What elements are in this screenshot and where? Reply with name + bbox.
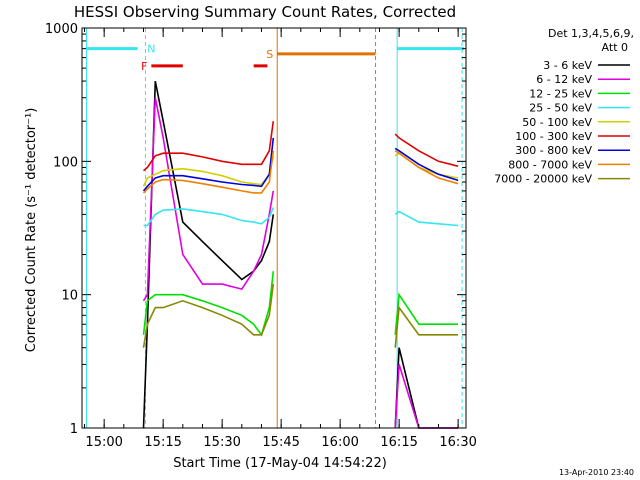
- x-tick-label: 15:15: [144, 435, 181, 450]
- x-axis: 15:00 15:15 15:30 15:45 16:00 16:15 16:30: [83, 28, 477, 450]
- series-line-b: [394, 347, 459, 429]
- series-line-b: [394, 150, 459, 185]
- series-line: [142, 271, 275, 337]
- series-line-b: [394, 133, 459, 167]
- y-tick-label: 10: [61, 289, 78, 304]
- x-axis-label: Start Time (17-May-04 14:54:22): [173, 456, 387, 471]
- legend-entry-label: 7000 - 20000 keV: [494, 173, 592, 186]
- legend-detector-line2: Att 0: [602, 41, 628, 54]
- series-line: [142, 150, 275, 194]
- x-tick-label: 15:00: [85, 435, 122, 450]
- legend-entry-label: 25 - 50 keV: [529, 102, 592, 115]
- timestamp: 13-Apr-2010 23:40: [559, 468, 634, 477]
- plot-area: NF S: [85, 28, 465, 429]
- x-tick-label: 15:30: [203, 435, 240, 450]
- y-axis: 1 10 100 1000: [45, 22, 466, 437]
- series-line: [142, 155, 275, 187]
- x-tick-label: 16:15: [380, 435, 417, 450]
- legend-entry-label: 300 - 800 keV: [515, 144, 592, 157]
- y-axis-label: Corrected Count Rate (s⁻¹ detector⁻¹): [24, 108, 39, 353]
- y-tick-label: 100: [53, 155, 78, 170]
- x-tick-label: 16:30: [439, 435, 476, 450]
- flag-label-n: N: [147, 43, 155, 56]
- y-tick-label: 1000: [45, 22, 78, 37]
- x-tick-label: 16:00: [321, 435, 358, 450]
- y-tick-label: 1: [70, 422, 78, 437]
- legend-entry-label: 12 - 25 keV: [529, 87, 592, 100]
- legend-detector-line1: Det 1,3,4,5,6,9,: [548, 27, 634, 40]
- legend-entry-label: 6 - 12 keV: [536, 73, 592, 86]
- series-line-b: [394, 364, 459, 429]
- series-line-b: [394, 305, 459, 348]
- series-line: [142, 97, 275, 302]
- flag-label-s: S: [266, 48, 273, 61]
- legend-entry-label: 50 - 100 keV: [522, 116, 592, 129]
- series-line: [142, 137, 275, 192]
- chart-title: HESSI Observing Summary Count Rates, Cor…: [74, 3, 456, 21]
- legend-entry-label: 800 - 7000 keV: [508, 158, 592, 171]
- legend-entry-label: 100 - 300 keV: [515, 130, 592, 143]
- flag-label-f: F: [141, 60, 147, 73]
- series-line: [142, 283, 275, 348]
- series-line: [143, 207, 275, 227]
- series-line-b: [394, 147, 459, 182]
- series-line-b: [394, 292, 459, 335]
- plot-frame: [81, 27, 467, 429]
- series-line-b: [394, 210, 459, 227]
- series-line: [142, 121, 275, 172]
- x-tick-label: 15:45: [262, 435, 299, 450]
- legend-entry-label: 3 - 6 keV: [543, 59, 592, 72]
